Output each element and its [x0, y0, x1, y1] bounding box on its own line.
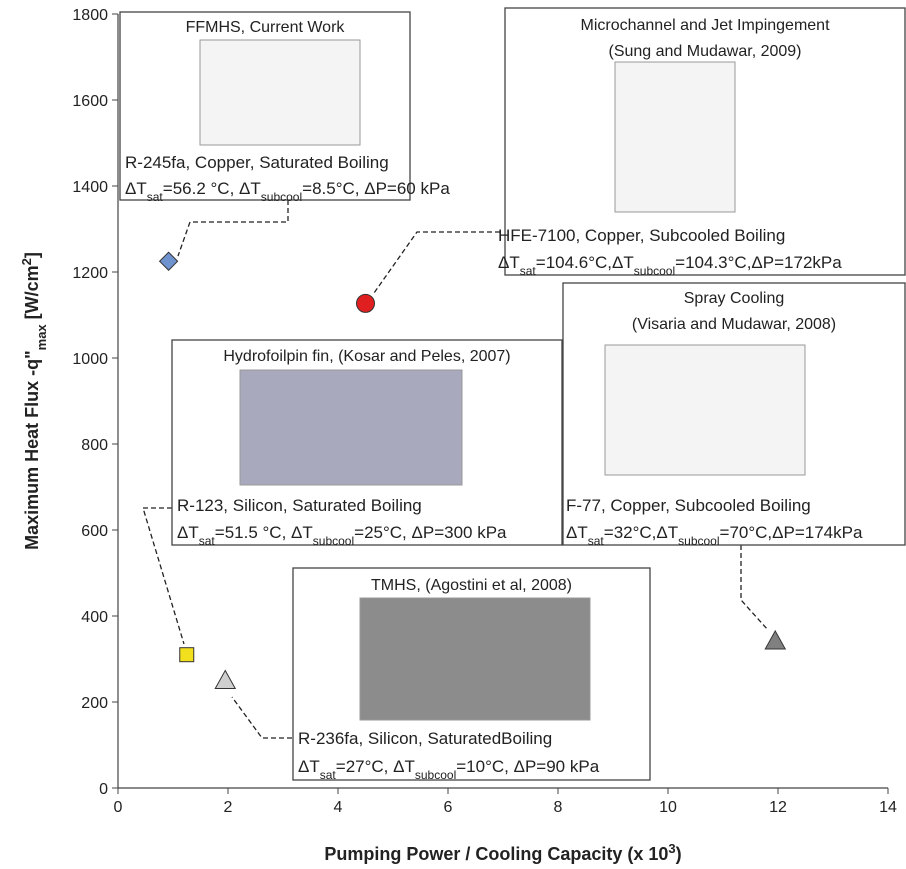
annotation-part: =8.5°C, ΔP=60 kPa — [302, 179, 450, 198]
arrow — [178, 200, 288, 256]
y-tick-label: 400 — [81, 609, 108, 626]
annotation-part: R-245fa, Copper, Saturated Boiling — [125, 153, 389, 172]
annotation-part: subcool — [313, 534, 354, 548]
annotation-part: subcool — [678, 534, 719, 548]
label-part: 3 — [668, 841, 675, 856]
annotation-part: ΔT — [566, 523, 588, 542]
annotation-part: =104.6°C,ΔT — [536, 253, 634, 272]
annotation-line: F-77, Copper, Subcooled Boiling — [566, 496, 811, 515]
annotation-line: HFE-7100, Copper, Subcooled Boiling — [498, 226, 785, 245]
annotation: FFMHS, Current Work R-245fa, Copper, Satu… — [120, 12, 450, 204]
annotation: TMHS, (Agostini et al, 2008) R-236fa, Sil… — [293, 568, 650, 782]
label-part: [W/cm — [22, 265, 42, 324]
y-tick-label: 0 — [99, 781, 108, 798]
annotation-part: =104.3°C,ΔP=172kPa — [675, 253, 842, 272]
annotation-part: sat — [588, 534, 605, 548]
label-part: ) — [676, 844, 682, 864]
annotation-part: =56.2 °C, ΔT — [163, 179, 261, 198]
label-part: max — [34, 324, 49, 351]
y-tick-label: 600 — [81, 523, 108, 540]
annotation-part: ΔT — [177, 523, 199, 542]
label-part: Maximum Heat Flux -q" — [22, 350, 42, 550]
marker — [160, 252, 178, 270]
marker — [765, 631, 785, 649]
label-part: 2 — [19, 258, 34, 265]
annotation-image — [200, 40, 360, 145]
annotation-line: R-245fa, Copper, Saturated Boiling — [125, 153, 389, 172]
annotation-image — [240, 370, 462, 485]
y-tick-label: 1400 — [72, 179, 108, 196]
annotation-part: ΔT — [498, 253, 520, 272]
x-tick-label: 0 — [114, 799, 123, 816]
annotation-part: subcool — [415, 768, 456, 782]
annotation-image — [605, 345, 805, 475]
y-tick-label: 200 — [81, 695, 108, 712]
annotation-part: =25°C, ΔP=300 kPa — [354, 523, 507, 542]
annotation-title: Hydrofoilpin fin, (Kosar and Peles, 2007… — [223, 348, 510, 365]
annotation-line: R-236fa, Silicon, SaturatedBoiling — [298, 729, 552, 748]
annotation-part: =27°C, ΔT — [336, 757, 415, 776]
annotation-part: sat — [520, 264, 537, 278]
annotation-title: (Sung and Mudawar, 2009) — [608, 43, 801, 60]
x-tick-label: 14 — [879, 799, 897, 816]
annotation-part: F-77, Copper, Subcooled Boiling — [566, 496, 811, 515]
chart: 0 200 400 600 800 1000 1200 1400 1600 1800 0 2 4 6 8 10… — [0, 0, 906, 869]
annotation: Spray Cooling (Visaria and Mudawar, 2008)… — [563, 283, 905, 548]
arrow — [741, 545, 768, 630]
label-part: Pumping Power / Cooling Capacity (x 10 — [324, 844, 668, 864]
y-tick-label: 1800 — [72, 7, 108, 24]
annotation-part: sat — [199, 534, 216, 548]
annotation-image — [615, 62, 735, 212]
annotation-line: R-123, Silicon, Saturated Boiling — [177, 496, 422, 515]
annotation-title: Microchannel and Jet Impingement — [580, 17, 830, 34]
y-tick-label: 1600 — [72, 93, 108, 110]
annotation-image — [360, 598, 590, 720]
y-tick-label: 800 — [81, 437, 108, 454]
annotation-part: =10°C, ΔP=90 kPa — [456, 757, 599, 776]
y-tick-label: 1000 — [72, 351, 108, 368]
annotation-part: sat — [147, 190, 164, 204]
annotation-part: ΔT — [298, 757, 320, 776]
annotation-part: sat — [320, 768, 337, 782]
annotation: Microchannel and Jet Impingement (Sung an… — [498, 8, 905, 278]
annotation-part: R-123, Silicon, Saturated Boiling — [177, 496, 422, 515]
annotation-title: Spray Cooling — [684, 290, 785, 307]
annotation-title: (Visaria and Mudawar, 2008) — [632, 316, 836, 333]
annotation-part: =32°C,ΔT — [604, 523, 678, 542]
annotation: Hydrofoilpin fin, (Kosar and Peles, 2007… — [172, 340, 562, 548]
marker — [180, 648, 194, 662]
y-tick-label: 1200 — [72, 265, 108, 282]
arrow — [232, 697, 300, 738]
x-tick-label: 6 — [444, 799, 453, 816]
y-axis-title: Maximum Heat Flux -q"max [W/cm2] — [19, 252, 49, 550]
annotation-title: FFMHS, Current Work — [186, 19, 346, 36]
x-tick-label: 10 — [659, 799, 677, 816]
label-part: ] — [22, 252, 42, 258]
arrow — [374, 232, 500, 293]
x-tick-label: 2 — [224, 799, 233, 816]
annotation-part: =70°C,ΔP=174kPa — [720, 523, 863, 542]
annotation-part: R-236fa, Silicon, SaturatedBoiling — [298, 729, 552, 748]
marker — [215, 671, 235, 689]
annotation-part: =51.5 °C, ΔT — [215, 523, 313, 542]
x-axis-title: Pumping Power / Cooling Capacity (x 103) — [324, 841, 681, 865]
x-tick-label: 8 — [554, 799, 563, 816]
marker — [357, 294, 375, 312]
annotation-part: ΔT — [125, 179, 147, 198]
annotation-part: subcool — [634, 264, 675, 278]
x-tick-label: 4 — [334, 799, 343, 816]
x-tick-label: 12 — [769, 799, 787, 816]
annotation-part: subcool — [261, 190, 302, 204]
annotation-title: TMHS, (Agostini et al, 2008) — [371, 577, 572, 594]
annotation-part: HFE-7100, Copper, Subcooled Boiling — [498, 226, 785, 245]
